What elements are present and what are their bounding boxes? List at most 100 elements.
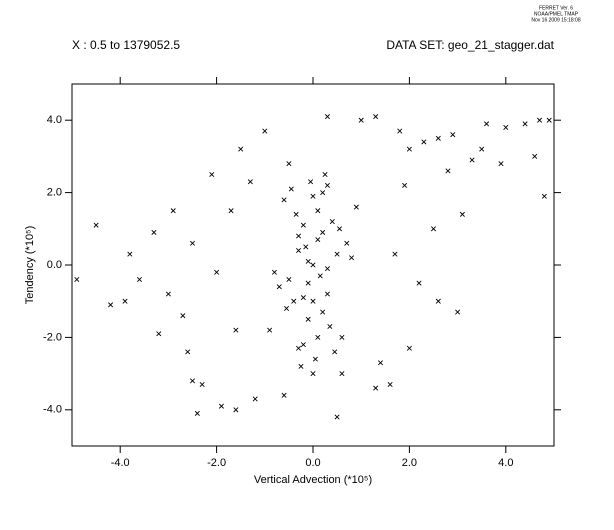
point: [247, 179, 253, 185]
point: [283, 305, 290, 311]
point: [305, 258, 311, 264]
point: [532, 153, 538, 159]
point: [421, 139, 427, 145]
point: [262, 128, 268, 134]
point: [430, 226, 437, 232]
point: [353, 204, 359, 210]
point: [344, 240, 350, 246]
point: [315, 334, 321, 340]
point: [339, 371, 345, 377]
program-label: FERRET Ver. 6: [539, 5, 573, 11]
point: [373, 114, 379, 120]
y-tick-label: 2.0: [47, 187, 62, 199]
y-tick-label: -4.0: [43, 404, 62, 416]
x-tick-label: -2.0: [207, 457, 226, 469]
point: [315, 208, 321, 214]
point: [296, 345, 302, 351]
point: [310, 262, 316, 268]
y-axis-label: Tendency (*10⁵): [24, 226, 36, 305]
point: [406, 345, 412, 351]
point: [122, 298, 128, 304]
point: [503, 124, 509, 130]
point: [267, 327, 273, 333]
point: [199, 381, 205, 387]
point: [373, 385, 379, 391]
point: [387, 381, 393, 387]
point: [165, 291, 171, 297]
point: [305, 280, 311, 286]
point: [324, 182, 330, 188]
point: [397, 128, 403, 134]
point: [416, 280, 422, 286]
point: [322, 171, 328, 178]
org-label: NOAA/PMEL TMAP: [534, 11, 579, 17]
point: [252, 396, 258, 402]
point: [151, 229, 157, 235]
point: [300, 342, 306, 348]
point: [108, 302, 114, 308]
point: [336, 226, 343, 232]
x-tick-label: -4.0: [111, 457, 130, 469]
point: [218, 403, 224, 409]
point: [180, 313, 186, 319]
point: [308, 179, 314, 185]
point: [286, 161, 292, 167]
point: [324, 291, 330, 297]
point: [546, 117, 552, 123]
point: [214, 269, 220, 275]
point: [293, 211, 299, 217]
point: [537, 117, 543, 123]
point: [522, 121, 528, 127]
point: [479, 146, 485, 152]
point: [189, 240, 196, 246]
point: [317, 273, 323, 279]
point: [189, 378, 196, 384]
subtitle-right: DATA SET: geo_21_stagger.dat: [386, 38, 554, 52]
point: [469, 157, 475, 163]
point: [136, 276, 142, 282]
point: [445, 168, 451, 174]
point: [127, 251, 133, 257]
point: [296, 248, 302, 254]
point: [296, 233, 302, 239]
point: [233, 327, 239, 333]
point: [459, 211, 465, 217]
y-tick-label: -2.0: [43, 331, 62, 343]
point: [324, 266, 330, 272]
point: [281, 197, 287, 203]
point: [238, 146, 244, 152]
x-tick-label: 4.0: [498, 457, 513, 469]
point: [74, 276, 80, 282]
point: [332, 349, 338, 355]
point: [450, 132, 456, 138]
point: [286, 276, 292, 282]
point: [320, 190, 326, 196]
point: [291, 298, 297, 304]
point: [93, 222, 99, 228]
point: [484, 121, 490, 127]
date-label: Nov 16 2009 15:18:08: [531, 17, 580, 23]
point: [305, 316, 311, 322]
point: [310, 193, 316, 199]
point: [455, 309, 461, 315]
point: [402, 182, 408, 188]
point: [541, 193, 547, 199]
point: [327, 324, 333, 330]
point: [156, 331, 162, 337]
x-axis-label: Vertical Advection (*10⁵): [254, 474, 372, 486]
point: [320, 229, 326, 235]
point: [435, 135, 441, 141]
point: [358, 117, 364, 123]
point: [315, 237, 321, 243]
point: [233, 407, 239, 413]
point: [377, 360, 383, 366]
point: [392, 251, 398, 257]
point: [170, 208, 176, 214]
subtitle-left: X : 0.5 to 1379052.5: [72, 38, 180, 52]
point: [349, 255, 355, 261]
point: [288, 186, 294, 192]
point: [324, 114, 330, 120]
point: [185, 349, 191, 355]
